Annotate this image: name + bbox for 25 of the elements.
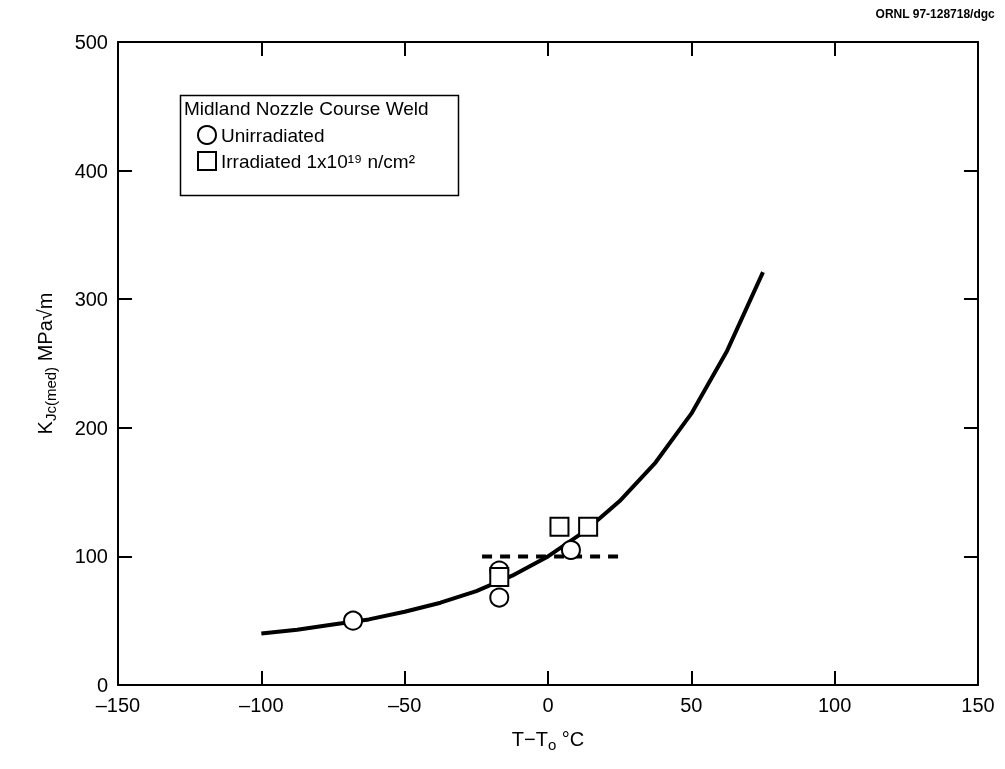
y-tick-label: 500 — [74, 31, 108, 53]
x-tick-label: –50 — [387, 694, 422, 716]
y-tick-label: 100 — [74, 545, 108, 568]
y-tick-label: 0 — [96, 674, 108, 696]
legend-label: Irradiated 1x10¹⁹ n/cm² — [221, 150, 415, 172]
x-tick-label: 100 — [817, 694, 852, 716]
point — [578, 516, 599, 537]
y-tick-label: 300 — [74, 288, 108, 311]
x-tick-label: 0 — [542, 694, 554, 716]
x-tick-label: –100 — [239, 694, 284, 716]
point — [560, 539, 581, 560]
text: ORNL 97-128718/dgc — [875, 7, 996, 21]
x-tick-label: –150 — [95, 694, 141, 716]
x-tick-label: 50 — [680, 694, 703, 716]
y-axis-title: KJc(med) MPa√m — [33, 292, 59, 435]
point — [549, 516, 570, 537]
point — [489, 587, 510, 608]
point — [343, 610, 364, 631]
legend-label: Unirradiated — [221, 124, 325, 146]
y-tick-label: 400 — [74, 159, 108, 182]
x-tick-label: 150 — [961, 694, 995, 716]
line-series — [259, 270, 765, 636]
y-tick-label: 200 — [74, 416, 108, 439]
legend-title: Midland Nozzle Course Weld — [184, 98, 429, 119]
point — [489, 566, 510, 587]
